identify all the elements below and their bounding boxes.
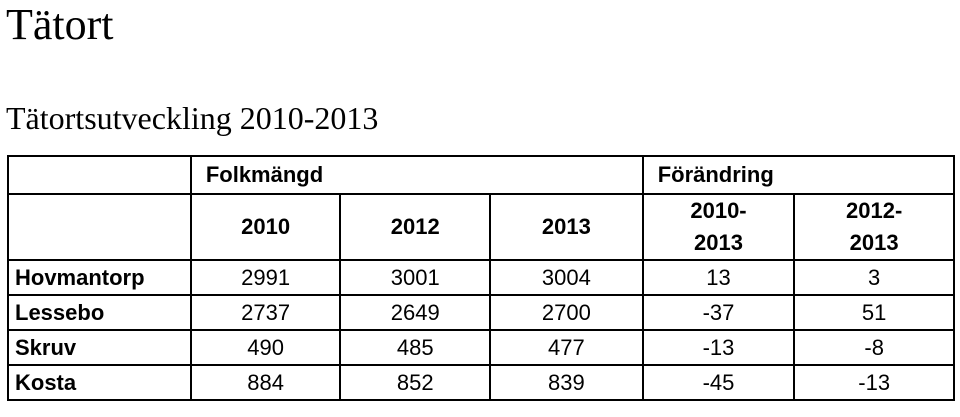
table-cell: 839: [489, 364, 644, 401]
row-label: Skruv: [7, 329, 192, 366]
table-cell: 3: [793, 259, 955, 296]
group-header: Folkmängd: [189, 155, 644, 195]
table-cell: 3004: [489, 259, 644, 296]
column-header: 2010: [189, 193, 342, 261]
column-header: 2012: [339, 193, 492, 261]
table-cell: 490: [189, 329, 342, 366]
column-header: 2013: [489, 193, 644, 261]
empty-cell: [7, 155, 192, 195]
empty-cell: [7, 193, 192, 261]
column-header: 2010-2013: [641, 193, 796, 261]
column-header-text: 2012-2013: [846, 198, 903, 255]
table-row: Skruv 490 485 477 -13 -8: [7, 329, 955, 366]
table-cell: 2991: [189, 259, 342, 296]
population-table: Folkmängd Förändring 2010 2012 2013 2010-201…: [7, 155, 956, 401]
table-cell: 13: [641, 259, 796, 296]
table-cell: 477: [489, 329, 644, 366]
group-header: Förändring: [641, 155, 956, 195]
row-label: Kosta: [7, 364, 192, 401]
column-header-text: 2010-2013: [690, 198, 747, 255]
table-cell: -8: [793, 329, 955, 366]
row-label: Hovmantorp: [7, 259, 192, 296]
table-cell: 2649: [339, 294, 492, 331]
section-title: Tätortsutveckling 2010-2013: [6, 100, 379, 136]
table-cell: -13: [793, 364, 955, 401]
table-cell: -13: [641, 329, 796, 366]
table-row: Hovmantorp 2991 3001 3004 13 3: [7, 259, 955, 296]
table-cell: 51: [793, 294, 955, 331]
table-cell: 852: [339, 364, 492, 401]
table-row: Lessebo 2737 2649 2700 -37 51: [7, 294, 955, 331]
table-cell: 2737: [189, 294, 342, 331]
table-cell: -45: [641, 364, 796, 401]
column-header-text: 2013: [541, 214, 591, 239]
table-row: Kosta 884 852 839 -45 -13: [7, 364, 955, 401]
group-header-row: Folkmängd Förändring: [7, 155, 956, 195]
table-cell: -37: [641, 294, 796, 331]
column-header: 2012-2013: [793, 193, 955, 261]
table-cell: 2700: [489, 294, 644, 331]
table-body: Hovmantorp 2991 3001 3004 13 3 Lessebo 2737 2649…: [7, 259, 955, 401]
column-header-row: 2010 2012 2013 2010-2013 2012-2013: [7, 193, 955, 261]
column-header-text: 2010: [241, 214, 291, 239]
column-header-text: 2012: [390, 214, 440, 239]
page-title: Tätort: [6, 0, 114, 49]
table-cell: 485: [339, 329, 492, 366]
table-cell: 3001: [339, 259, 492, 296]
table-cell: 884: [189, 364, 342, 401]
row-label: Lessebo: [7, 294, 192, 331]
